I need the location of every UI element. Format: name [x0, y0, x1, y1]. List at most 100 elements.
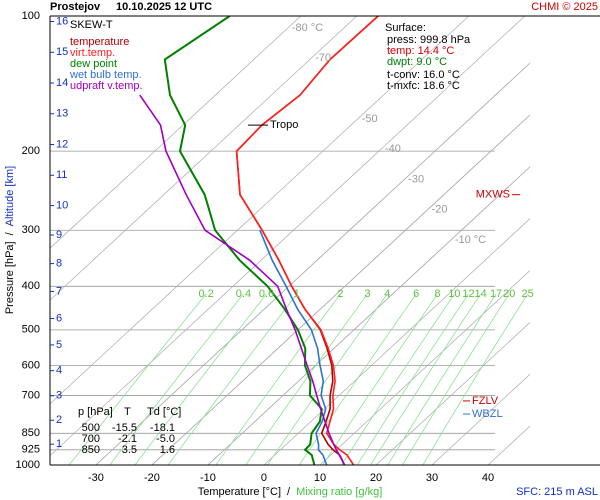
mixing-ratio-label: 25	[521, 288, 533, 300]
table-cell: 500	[82, 422, 100, 434]
mixing-ratio-label: 0.4	[236, 288, 251, 300]
x-tick-label: -30	[88, 472, 104, 484]
mixing-ratio-label: 17	[490, 288, 502, 300]
label-separator: /	[4, 231, 16, 235]
mixing-ratio-label: 14	[474, 288, 486, 300]
legend-item: temperature	[70, 36, 129, 48]
mixing-label: Mixing ratio [g/kg]	[296, 486, 382, 498]
isotherm	[319, 270, 530, 465]
mixing-ratio-label: 6	[413, 288, 419, 300]
isotherm	[95, 62, 530, 465]
mixing-ratio-label: 10	[448, 288, 460, 300]
isotherm	[50, 16, 470, 405]
profile-line	[163, 16, 323, 465]
altitude-label: 5	[56, 339, 62, 351]
altitude-label: 15	[56, 46, 68, 58]
y-tick-label: 100	[22, 10, 40, 22]
mixing-ratio-line	[68, 293, 207, 465]
table-cell: 700	[82, 433, 100, 445]
altitude-label: 2	[56, 414, 62, 426]
level-label: WBZL	[472, 408, 503, 420]
x-tick-label: 10	[314, 472, 326, 484]
isotherm-label: -10 °C	[455, 234, 486, 246]
isotherm-label: -20	[432, 204, 448, 216]
isotherm	[50, 16, 302, 249]
surface-info: t-conv: 16.0 °C	[387, 69, 460, 81]
mixing-ratio-line	[422, 293, 528, 465]
y-tick-label: 850	[22, 427, 40, 439]
surface-info: dwpt: 9.0 °C	[387, 56, 447, 68]
mixing-ratio-line	[134, 293, 267, 465]
isotherm-label: -40	[385, 143, 401, 155]
isotherm	[375, 321, 530, 465]
legend-item: udpraft v.temp.	[70, 80, 143, 92]
isotherm	[50, 16, 526, 457]
overlay: -80 °C-70-50-40-30-20-10 °C0.2 0.4 0.6 1 2 3 4…	[198, 22, 533, 420]
y2-label: Altitude [km]	[4, 166, 16, 227]
profiles	[139, 16, 379, 465]
surface-elevation: SFC: 215 m ASL	[516, 486, 598, 498]
altitude-label: 14	[56, 77, 68, 89]
x-tick-label: 40	[482, 472, 494, 484]
isotherm	[431, 373, 530, 465]
surface-info: temp: 14.4 °C	[387, 45, 454, 57]
x-tick-label: -20	[144, 472, 160, 484]
mixing-ratio-line	[402, 293, 510, 465]
legend-title: SKEW-T	[70, 19, 113, 31]
table-header: T	[124, 406, 131, 418]
isotherm	[207, 166, 530, 465]
isotherm-label: -50	[362, 113, 378, 125]
altitude-label: 10	[56, 199, 68, 211]
profile-line	[235, 16, 379, 465]
mixing-ratio-line	[267, 293, 388, 465]
mixing-ratio-label: 12	[462, 288, 474, 300]
altitude-label: 6	[56, 312, 62, 324]
surface-info: press: 999.8 hPa	[387, 34, 471, 46]
mixing-ratio-line	[109, 293, 244, 465]
mixing-ratio-line	[356, 293, 469, 465]
table-header: Td [°C]	[147, 406, 181, 418]
table-cell: 1.6	[160, 444, 175, 456]
x-tick-label: 20	[370, 472, 382, 484]
legend-item: virt.temp.	[70, 47, 115, 59]
y-tick-label: 500	[22, 324, 40, 336]
surface-info: t-mxfc: 18.6 °C	[387, 80, 460, 92]
mixing-ratio-label: 20	[503, 288, 515, 300]
y-tick-label: 300	[22, 224, 40, 236]
altitude-label: 1	[56, 438, 62, 450]
isotherm-label: -30	[408, 173, 424, 185]
altitude-label: 3	[56, 390, 62, 402]
mixing-ratio-label: 4	[384, 288, 390, 300]
y-tick-label: 200	[22, 145, 40, 157]
isotherm	[50, 16, 358, 301]
mixing-ratio-line	[370, 293, 481, 465]
table-cell: -18.1	[150, 422, 175, 434]
mixing-ratio-line	[167, 293, 298, 465]
mixing-ratio-line	[341, 293, 455, 465]
y-axis-title: Pressure [hPa] / Altitude [km]	[4, 166, 16, 314]
x-tick-label: -10	[200, 472, 216, 484]
isotherm-label: -70	[315, 52, 331, 64]
x-label: Temperature [°C]	[198, 486, 281, 498]
table-cell: -5.0	[156, 433, 175, 445]
mixing-ratio-label: 1	[294, 288, 300, 300]
isotherm	[151, 114, 530, 465]
y-label: Pressure [hPa]	[4, 241, 16, 314]
mixing-ratio-line	[215, 293, 341, 465]
altitude-label: 16	[56, 15, 68, 27]
mixing-ratio-line	[245, 293, 368, 465]
time: 10.10.2025 12 UTC	[116, 1, 212, 13]
altitude-label: 4	[56, 365, 62, 377]
table-cell: -2.1	[118, 433, 137, 445]
isotherm-label: -80 °C	[292, 22, 323, 34]
legend-item: dew point	[70, 58, 117, 70]
profile-line	[139, 94, 346, 465]
y-tick-label: 400	[22, 280, 40, 292]
altitude-label: 13	[56, 108, 68, 120]
y-tick-label: 700	[22, 389, 40, 401]
mixing-ratio-line	[387, 293, 497, 465]
table-header: p [hPa]	[78, 406, 113, 418]
altitude-label: 7	[56, 285, 62, 297]
grid	[50, 16, 530, 465]
